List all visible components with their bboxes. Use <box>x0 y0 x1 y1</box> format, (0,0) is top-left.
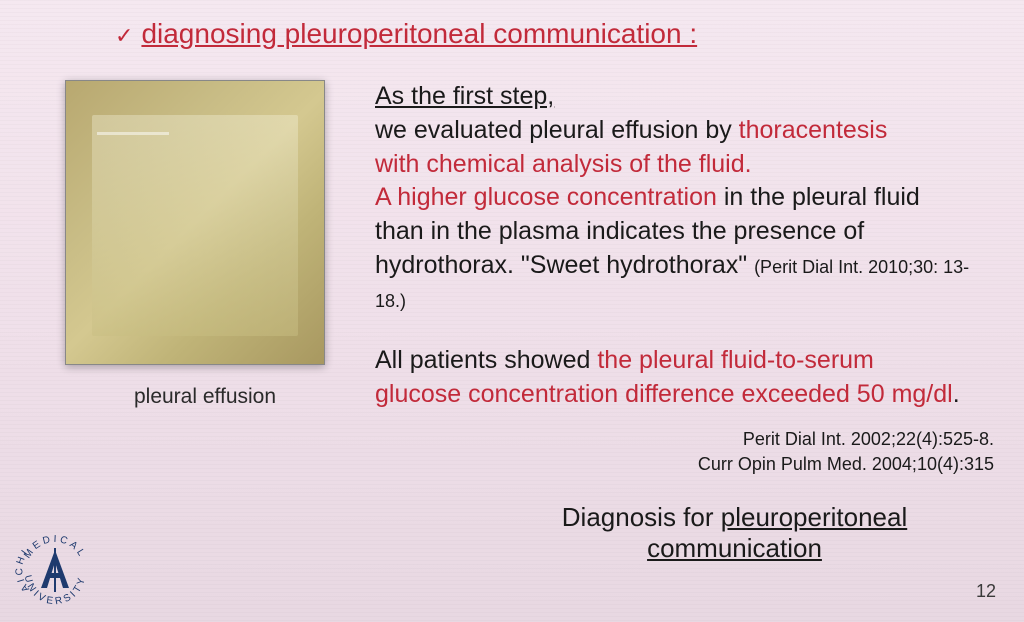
p1-line4-red: A higher glucose concentration <box>375 183 717 211</box>
p1-line2-pre: we evaluated pleural effusion by <box>375 116 739 144</box>
left-column: pleural effusion <box>65 80 345 564</box>
title-text: diagnosing pleuroperitoneal communicatio… <box>141 18 697 50</box>
paragraph-2: All patients showed the pleural fluid-to… <box>375 344 994 412</box>
slide-title: ✓ diagnosing pleuroperitoneal communicat… <box>115 18 1004 50</box>
image-caption: pleural effusion <box>65 385 345 409</box>
p1-line3-red: with chemical analysis of the fluid. <box>375 150 752 178</box>
page-number: 12 <box>976 581 996 602</box>
citations-block: Perit Dial Int. 2002;22(4):525-8. Curr O… <box>375 427 994 477</box>
right-column: As the first step, we evaluated pleural … <box>375 80 1004 564</box>
diagnosis-pre: Diagnosis for <box>562 502 721 532</box>
paragraph-1: As the first step, we evaluated pleural … <box>375 80 994 316</box>
p2-post: . <box>953 380 960 408</box>
pleural-effusion-image <box>65 80 325 365</box>
p1-line6: hydrothorax. "Sweet hydrothorax" <box>375 251 754 279</box>
first-step-text: As the first step, <box>375 82 554 110</box>
citation-2: Curr Opin Pulm Med. 2004;10(4):315 <box>375 452 994 477</box>
p1-line4-post: in the pleural fluid <box>717 183 920 211</box>
p2-red1: the pleural fluid-to-serum <box>597 346 874 374</box>
slide-container: ✓ diagnosing pleuroperitoneal communicat… <box>0 0 1024 622</box>
diagnosis-line: Diagnosis for pleuroperitoneal communica… <box>375 502 994 564</box>
content-row: pleural effusion As the first step, we e… <box>20 80 1004 564</box>
citation-1: Perit Dial Int. 2002;22(4):525-8. <box>375 427 994 452</box>
checkmark-icon: ✓ <box>115 23 133 49</box>
university-logo: MEDICAL AICHI UNIVERSITY <box>15 530 95 610</box>
p1-line2-red: thoracentesis <box>739 116 888 144</box>
logo-svg: MEDICAL AICHI UNIVERSITY <box>15 530 95 610</box>
p2-pre: All patients showed <box>375 346 597 374</box>
p1-line5: than in the plasma indicates the presenc… <box>375 217 864 245</box>
p2-red2: glucose concentration difference exceede… <box>375 380 953 408</box>
